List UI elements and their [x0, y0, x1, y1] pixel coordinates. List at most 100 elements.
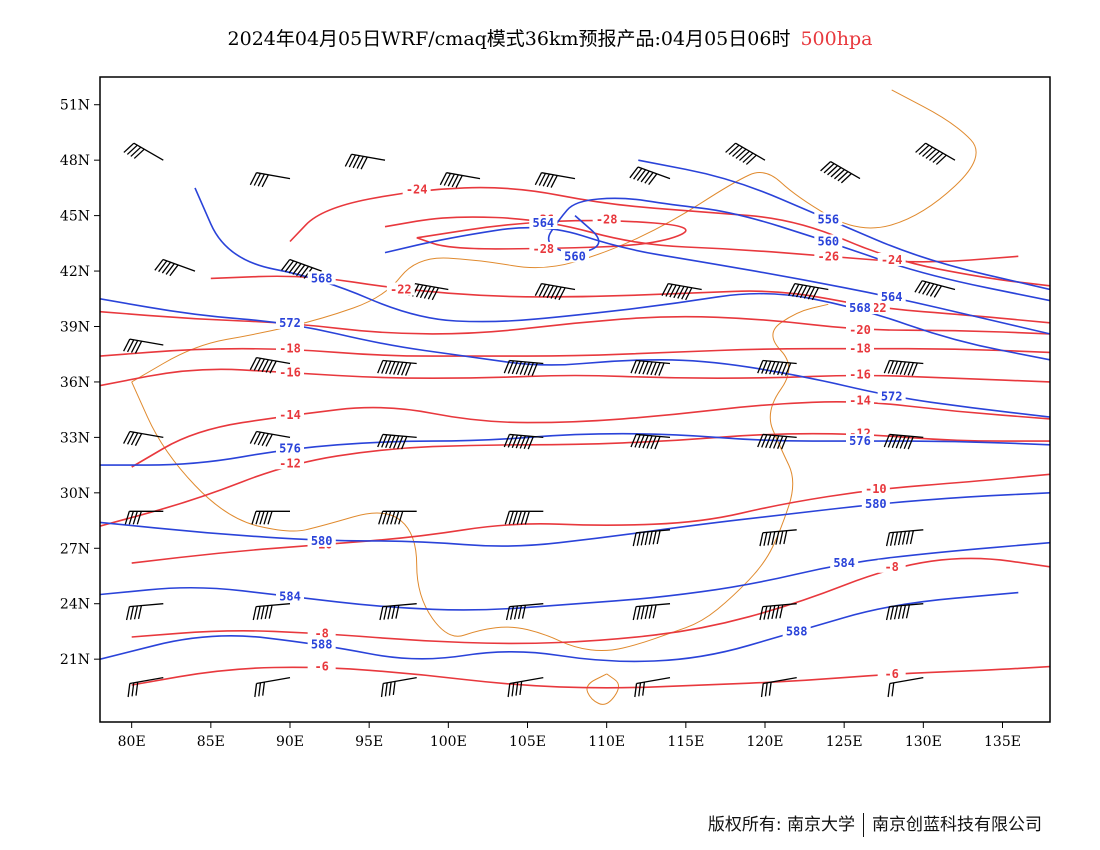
wind-barb-1 [249, 172, 291, 188]
title-main: 2024年04月05日WRF/cmaq模式36km预报产品:04月05日06时 [227, 28, 791, 50]
wind-barb-21 [757, 359, 797, 376]
height-label-bg [276, 315, 304, 329]
height-label-1-1: 584 [833, 556, 855, 570]
temperature-label-bg [846, 341, 874, 355]
border-line-2 [586, 673, 620, 705]
temperature-label-bg [846, 323, 874, 337]
y-tick-label-4: 39N [60, 319, 90, 335]
wind-barb-22 [883, 359, 924, 376]
wind-barb-35 [759, 529, 797, 547]
height-label-bg [846, 301, 874, 315]
temperature-label-bg [402, 182, 431, 196]
temperature-label-11-0: -28 [596, 212, 618, 226]
wind-barb-8 [915, 142, 956, 165]
wind-barb-12 [534, 282, 576, 301]
y-tick-label-2: 45N [60, 209, 90, 225]
wind-barb-29 [883, 433, 924, 450]
temperature-label-5-0: -16 [279, 366, 301, 380]
wind-barb-28 [757, 433, 797, 450]
temperature-label-2-1: -10 [865, 482, 887, 496]
height-contour-3 [100, 432, 1050, 466]
pressure-level-label: 500hpa [800, 28, 873, 50]
footer-credit: 版权所有: 南京大学 南京创蓝科技有限公司 [708, 810, 1042, 837]
wind-barb-43 [885, 603, 924, 621]
temperature-label-9-1: -24 [881, 253, 903, 267]
wind-barb-2 [344, 153, 386, 170]
temperature-contour-10 [384, 216, 1019, 263]
temperature-label-4-0: -14 [279, 408, 301, 422]
temperature-label-bg [386, 282, 415, 296]
temperature-contour-8 [210, 275, 1050, 324]
temperature-label-bg [276, 341, 304, 355]
wind-barb-17 [249, 356, 291, 374]
height-label-5-0: 568 [311, 271, 333, 285]
temperature-label-bg [877, 252, 906, 266]
temperature-contour-1 [131, 557, 1050, 645]
y-tick-label-10: 21N [60, 652, 90, 668]
wind-barb-25 [377, 433, 417, 450]
wind-barb-19 [503, 359, 544, 376]
wind-barb-16 [123, 338, 164, 354]
temperature-label-9-0: -24 [406, 183, 428, 197]
temperature-label-1-1: -8 [884, 560, 898, 574]
height-label-1-0: 584 [279, 589, 301, 603]
height-label-bg [830, 556, 859, 570]
height-contour-4 [100, 298, 1050, 418]
height-label-3-1: 576 [849, 434, 871, 448]
wind-barb-33 [504, 510, 544, 525]
temperature-contour-6 [100, 347, 1050, 357]
wind-barb-37 [125, 603, 164, 621]
height-label-7-0: 560 [564, 249, 586, 263]
x-tick-label-6: 110E [588, 734, 625, 750]
temperature-label-1-0: -8 [314, 626, 328, 640]
wind-barb-20 [630, 359, 671, 376]
wind-barb-9 [154, 258, 196, 277]
temperature-label-bg [592, 212, 621, 226]
y-tick-label-7: 30N [60, 486, 90, 502]
height-label-bg [877, 389, 906, 403]
wind-barb-42 [759, 603, 797, 621]
temperature-label-bg [276, 456, 304, 470]
y-tick-label-6: 33N [60, 430, 90, 446]
wind-barb-14 [788, 282, 829, 301]
height-label-bg [307, 533, 336, 547]
height-label-2-0: 580 [311, 534, 333, 548]
temperature-contour-3 [100, 432, 1050, 527]
height-label-6-0: 564 [532, 216, 554, 230]
temperature-label-5-1: -16 [849, 368, 871, 382]
height-contour-8 [638, 159, 1050, 291]
wind-barb-34 [632, 529, 671, 547]
temperature-label-0-1: -6 [884, 667, 898, 681]
wind-barb-3 [439, 172, 481, 188]
height-label-bg [814, 234, 843, 248]
temperature-label-bg [877, 559, 906, 573]
x-tick-label-10: 130E [905, 734, 942, 750]
x-tick-label-4: 100E [430, 734, 467, 750]
height-label-4-0: 572 [279, 316, 301, 330]
temperature-label-bg [814, 249, 843, 263]
wind-barb-39 [379, 603, 417, 621]
temperature-label-bg [307, 659, 336, 673]
wind-barb-26 [503, 433, 544, 450]
height-label-bg [529, 216, 558, 230]
y-tick-label-8: 27N [60, 541, 90, 557]
wind-barb-7 [820, 161, 861, 184]
height-label-bg [782, 624, 811, 638]
wind-barb-15 [914, 280, 956, 298]
height-label-bg [861, 496, 890, 510]
height-label-bg [846, 434, 874, 448]
chart-title: 2024年04月05日WRF/cmaq模式36km预报产品:04月05日06时 5… [0, 24, 1100, 51]
height-label-bg [561, 249, 589, 263]
plot-frame [99, 76, 1051, 723]
x-tick-label-0: 80E [118, 734, 146, 750]
temperature-label-3-0: -12 [279, 456, 301, 470]
temperature-label-bg [529, 241, 558, 255]
x-tick-label-2: 90E [276, 734, 304, 750]
height-label-bg [276, 589, 304, 603]
wind-barb-6 [725, 142, 766, 165]
temperature-label-bg [307, 626, 336, 640]
y-tick-label-1: 48N [60, 153, 90, 169]
x-tick-label-8: 120E [747, 734, 784, 750]
height-contour-7 [547, 197, 1050, 302]
x-tick-label-3: 95E [355, 734, 383, 750]
